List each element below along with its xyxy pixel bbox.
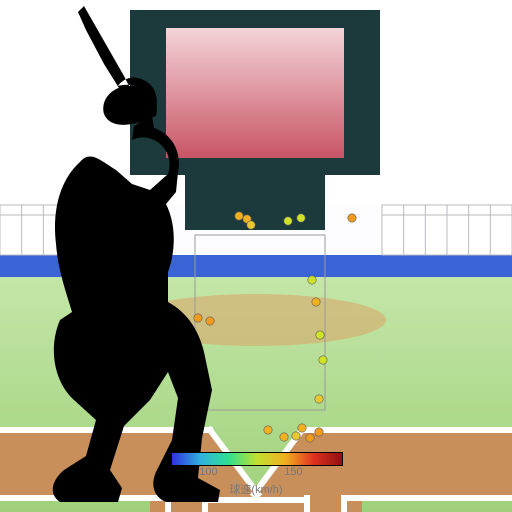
scene-svg [0, 0, 512, 512]
legend-tick: 100 [199, 466, 217, 478]
legend-ticks: 100 150 [171, 466, 341, 480]
legend-axis-label: 球速(km/h) [171, 481, 341, 497]
legend-tick: 150 [284, 466, 302, 478]
speed-legend: 100 150 球速(km/h) [171, 452, 341, 497]
legend-gradient-bar [171, 452, 343, 466]
pitch-chart: 100 150 球速(km/h) [0, 0, 512, 512]
